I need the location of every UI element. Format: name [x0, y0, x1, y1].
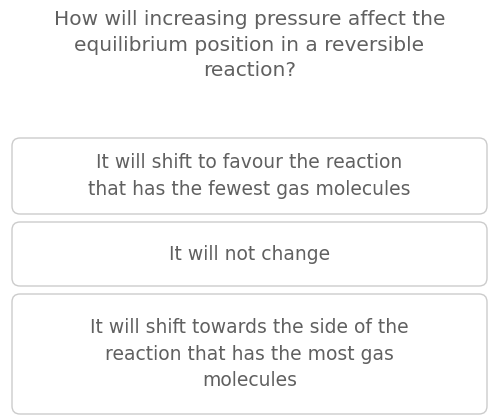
Text: How will increasing pressure affect the
equilibrium position in a reversible
rea: How will increasing pressure affect the … [54, 10, 445, 81]
Text: It will not change: It will not change [169, 244, 330, 263]
Text: It will shift to favour the reaction
that has the fewest gas molecules: It will shift to favour the reaction tha… [88, 153, 411, 199]
FancyBboxPatch shape [12, 222, 487, 286]
Text: It will shift towards the side of the
reaction that has the most gas
molecules: It will shift towards the side of the re… [90, 318, 409, 390]
FancyBboxPatch shape [12, 138, 487, 214]
FancyBboxPatch shape [12, 294, 487, 414]
